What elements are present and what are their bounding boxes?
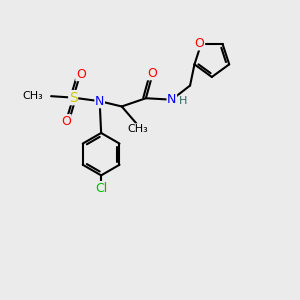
- Text: O: O: [147, 67, 157, 80]
- Text: N: N: [167, 93, 176, 106]
- Text: S: S: [69, 91, 77, 105]
- Text: O: O: [61, 115, 71, 128]
- Text: H: H: [179, 96, 187, 106]
- Text: O: O: [195, 37, 205, 50]
- Text: CH₃: CH₃: [22, 91, 43, 100]
- Text: N: N: [95, 95, 104, 108]
- Text: CH₃: CH₃: [128, 124, 148, 134]
- Text: O: O: [76, 68, 86, 81]
- Text: Cl: Cl: [95, 182, 107, 194]
